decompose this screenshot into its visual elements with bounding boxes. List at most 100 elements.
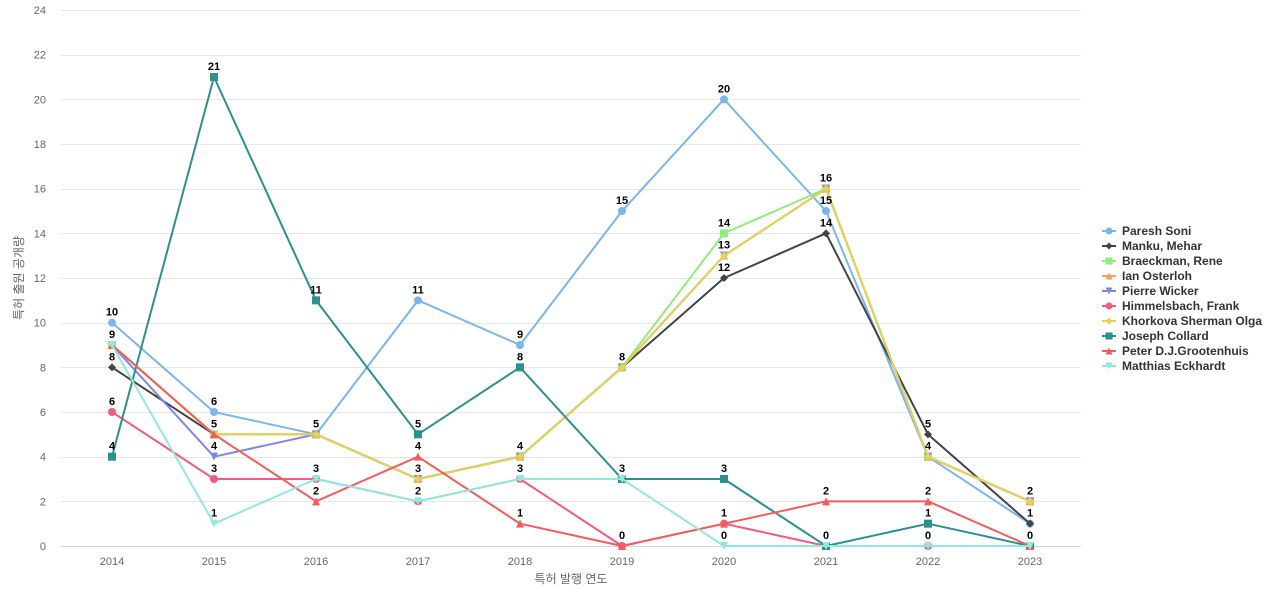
data-point[interactable]	[210, 73, 218, 81]
data-point[interactable]	[312, 296, 320, 305]
data-label: 0	[823, 530, 829, 542]
data-point[interactable]	[1026, 542, 1034, 550]
data-label: 5	[415, 418, 421, 430]
data-point[interactable]	[618, 542, 626, 550]
legend-item[interactable]: Khorkova Sherman Olga	[1102, 314, 1262, 328]
y-tick-label: 24	[34, 5, 46, 17]
data-point[interactable]	[312, 475, 320, 483]
series-line[interactable]	[111, 187, 1031, 503]
legend-item[interactable]: Peter D.J.Grootenhuis	[1102, 344, 1249, 358]
series-line[interactable]	[111, 76, 1031, 547]
data-point[interactable]	[108, 341, 116, 349]
data-point[interactable]	[720, 251, 728, 260]
x-tick-label: 2022	[916, 556, 940, 568]
data-point[interactable]	[720, 475, 728, 483]
data-point[interactable]	[210, 475, 218, 483]
data-point[interactable]	[720, 95, 728, 104]
legend-item[interactable]: Pierre Wicker	[1102, 284, 1199, 298]
data-point[interactable]	[516, 363, 524, 372]
data-point[interactable]	[516, 475, 524, 483]
data-point[interactable]	[822, 542, 830, 550]
data-label: 15	[820, 195, 832, 207]
y-tick-label: 12	[34, 273, 46, 285]
data-point[interactable]	[108, 363, 116, 372]
data-label: 3	[517, 463, 523, 475]
data-label: 11	[310, 284, 322, 296]
data-point[interactable]	[822, 229, 830, 238]
data-point[interactable]	[924, 519, 932, 528]
legend-item[interactable]: Himmelsbach, Frank	[1102, 299, 1240, 313]
data-point[interactable]	[618, 207, 626, 215]
data-point[interactable]	[414, 430, 422, 439]
series-line[interactable]	[111, 187, 1031, 503]
data-point[interactable]	[822, 184, 830, 193]
legend-marker	[1105, 287, 1113, 295]
y-axis-title: 특허 출원 공개량	[12, 236, 26, 320]
data-point[interactable]	[720, 229, 728, 238]
legend-item[interactable]: Braeckman, Rene	[1102, 254, 1223, 268]
data-point[interactable]	[312, 497, 320, 506]
data-point[interactable]	[1026, 519, 1034, 528]
data-point[interactable]	[618, 363, 626, 372]
data-point[interactable]	[210, 430, 218, 439]
x-tick-label: 2017	[406, 556, 430, 568]
legend-item[interactable]: Paresh Soni	[1102, 224, 1191, 238]
data-point[interactable]	[414, 497, 422, 506]
data-point[interactable]	[720, 519, 728, 528]
legend-label: Matthias Eckhardt	[1122, 359, 1225, 373]
data-point[interactable]	[924, 430, 932, 439]
data-point[interactable]	[210, 452, 218, 461]
data-point[interactable]	[720, 274, 728, 282]
data-label: 0	[619, 530, 625, 542]
x-tick-label: 2015	[202, 556, 226, 568]
y-tick-label: 16	[34, 184, 46, 196]
series-line[interactable]	[111, 187, 1031, 503]
series-line[interactable]	[111, 344, 1031, 547]
data-point[interactable]	[924, 542, 932, 550]
data-label: 8	[619, 351, 625, 363]
legend-item[interactable]: Ian Osterloh	[1102, 269, 1192, 283]
y-tick-label: 10	[34, 318, 46, 330]
data-point[interactable]	[414, 475, 422, 483]
data-point[interactable]	[822, 497, 830, 506]
data-point[interactable]	[516, 341, 524, 349]
data-point[interactable]	[618, 475, 626, 483]
data-point[interactable]	[924, 497, 932, 506]
data-label: 1	[211, 508, 217, 520]
data-point[interactable]	[822, 207, 830, 215]
data-label: 8	[109, 351, 115, 363]
data-label: 1	[517, 508, 523, 520]
legend-item[interactable]: Joseph Collard	[1102, 329, 1209, 343]
data-label: 3	[619, 463, 625, 475]
x-tick-label: 2018	[508, 556, 532, 568]
legend-label: Braeckman, Rene	[1122, 254, 1223, 268]
x-axis-title: 특허 발행 연도	[535, 571, 608, 586]
legend-item[interactable]: Manku, Mehar	[1102, 239, 1202, 253]
data-label: 1	[925, 508, 931, 520]
data-point[interactable]	[1026, 497, 1034, 506]
data-point[interactable]	[516, 519, 524, 528]
series-line[interactable]	[111, 344, 1030, 547]
data-point[interactable]	[414, 296, 422, 305]
data-point[interactable]	[312, 430, 320, 439]
data-point[interactable]	[108, 452, 116, 461]
data-point[interactable]	[108, 318, 116, 327]
data-point[interactable]	[414, 452, 422, 461]
legend-marker	[1105, 302, 1113, 310]
legend-label: Himmelsbach, Frank	[1122, 299, 1240, 313]
legend-item[interactable]: Matthias Eckhardt	[1102, 359, 1225, 373]
data-point[interactable]	[720, 542, 728, 550]
data-point[interactable]	[210, 519, 218, 528]
series-line[interactable]	[111, 187, 1031, 503]
series-line[interactable]	[111, 98, 1031, 525]
data-point[interactable]	[924, 452, 932, 461]
data-point[interactable]	[516, 452, 524, 461]
data-labels: 1098642165431115321154329843115830201413…	[106, 61, 1033, 542]
legend-marker	[1105, 272, 1113, 280]
legend-marker	[1105, 317, 1113, 325]
data-point[interactable]	[108, 408, 116, 416]
data-point[interactable]	[210, 408, 218, 416]
